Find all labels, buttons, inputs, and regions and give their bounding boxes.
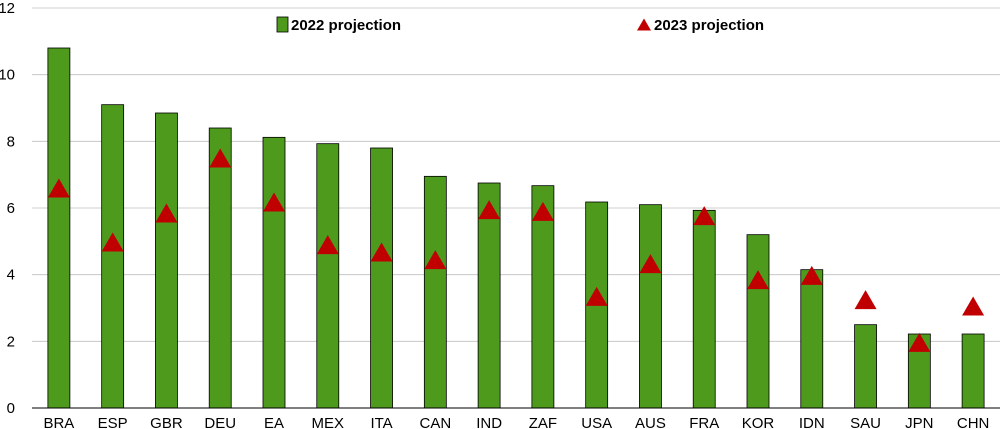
x-tick-label: CHN (957, 415, 990, 429)
y-tick-label: 0 (7, 400, 15, 417)
marker-2023-esp (101, 232, 124, 252)
x-tick-label: EA (264, 415, 284, 429)
bar-2022-idn (800, 269, 824, 409)
marker-2023-kor (747, 270, 769, 290)
bar-2022-can (423, 175, 447, 409)
bar-2022-deu (208, 127, 232, 409)
x-tick-label: IDN (799, 415, 825, 429)
marker-2023-ita (370, 242, 393, 262)
marker-2023-can (424, 250, 447, 270)
x-tick-label: CAN (419, 415, 451, 429)
marker-2023-gbr (155, 203, 178, 223)
gridlines (32, 7, 1000, 342)
y-tick-label: 4 (7, 267, 15, 284)
x-tick-label: ZAF (529, 415, 557, 429)
x-tick-label: AUS (635, 415, 666, 429)
legend-label-2023: 2023 projection (654, 17, 764, 34)
marker-2023-fra (693, 206, 716, 226)
bar-2022-bra (47, 47, 71, 409)
legend-swatch-bar (276, 16, 289, 33)
marker-2023-aus (639, 254, 662, 274)
x-tick-label: ITA (370, 415, 392, 429)
bar-2022-ea (262, 136, 286, 409)
bar-2022-esp (101, 104, 125, 409)
y-tick-label: 8 (7, 133, 15, 150)
x-tick-label: DEU (204, 415, 236, 429)
x-tick-label: BRA (43, 415, 74, 429)
bar-2022-chn (961, 333, 985, 409)
legend: 2022 projection 2023 projection (276, 16, 764, 34)
y-axis: 0 2 4 6 8 10 12 (0, 0, 15, 417)
x-tick-label: USA (581, 415, 612, 429)
marker-2023-jpn (908, 332, 931, 352)
marker-2023-usa (585, 286, 608, 306)
x-tick-label: IND (476, 415, 502, 429)
x-tick-label: FRA (689, 415, 719, 429)
bar-2022-kor (746, 234, 770, 409)
marker-2023-ind (478, 200, 501, 220)
x-tick-label: JPN (905, 415, 933, 429)
bar-2022-fra (692, 209, 716, 409)
bar-2022-gbr (155, 112, 178, 409)
x-tick-label: ESP (98, 415, 128, 429)
x-tick-label: SAU (850, 415, 881, 429)
bar-2022-aus (639, 204, 662, 409)
legend-label-2022: 2022 projection (291, 17, 401, 34)
marker-2023-bra (47, 178, 70, 198)
x-tick-label: MEX (312, 415, 345, 429)
x-axis: BRA ESP GBR DEU EA MEX ITA CAN IND ZAF USA AUS FRA KO… (32, 407, 1000, 429)
x-tick-label: KOR (742, 415, 775, 429)
legend-item-2022: 2022 projection (276, 16, 401, 34)
bar-2022-mex (316, 143, 340, 409)
y-tick-label: 12 (0, 0, 15, 17)
y-tick-label: 10 (0, 67, 15, 84)
marker-2023-deu (209, 148, 232, 168)
marker-series-2023 (47, 148, 985, 352)
marker-2023-ea (263, 192, 285, 212)
bar-series-2022 (47, 47, 985, 409)
marker-2023-sau (854, 290, 877, 310)
marker-2023-chn (962, 296, 985, 316)
y-tick-label: 6 (7, 200, 15, 217)
legend-item-2023: 2023 projection (637, 17, 764, 34)
marker-2023-idn (800, 265, 823, 285)
x-tick-label: GBR (150, 415, 183, 429)
bar-2022-ita (370, 147, 393, 409)
bar-2022-sau (854, 324, 877, 409)
marker-2023-zaf (531, 201, 554, 221)
y-tick-label: 2 (7, 333, 15, 350)
marker-2023-mex (316, 235, 339, 255)
legend-swatch-marker (637, 18, 651, 31)
